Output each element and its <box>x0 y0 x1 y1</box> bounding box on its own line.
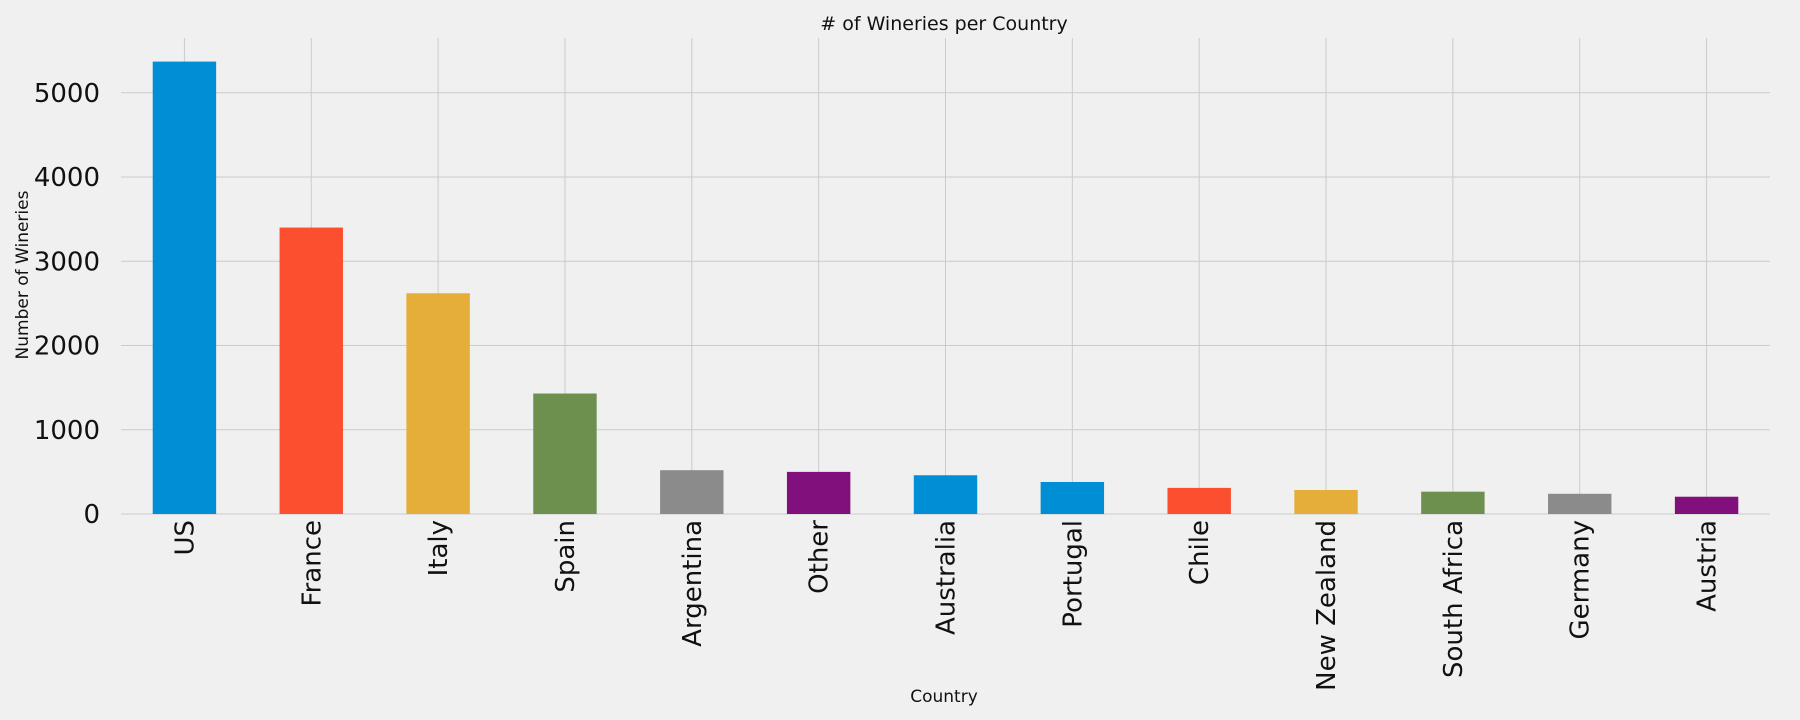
y-axis-label: Number of Wineries <box>13 190 33 359</box>
bar-austria <box>1674 496 1739 514</box>
x-tick-label: South Africa <box>1439 520 1469 678</box>
x-tick-label: Argentina <box>678 520 708 647</box>
y-tick-label: 1000 <box>34 416 100 446</box>
x-tick-label: US <box>170 520 200 556</box>
x-tick-label: Spain <box>551 520 581 593</box>
bar-new-zealand <box>1294 489 1358 514</box>
bars <box>152 61 1739 514</box>
bar-france <box>279 227 343 514</box>
bar-us <box>152 61 217 514</box>
y-tick-label: 3000 <box>34 247 100 277</box>
y-tick-label: 4000 <box>34 163 100 193</box>
x-tick-label: Germany <box>1566 520 1596 640</box>
y-tick-labels: 0 1000 2000 3000 4000 5000 <box>34 79 100 530</box>
x-axis-label: Country <box>910 687 978 707</box>
x-tick-label: Portugal <box>1058 520 1088 628</box>
x-gridlines <box>183 38 1708 514</box>
bar-chile <box>1167 487 1231 514</box>
x-tick-label: Other <box>805 520 835 594</box>
chart-title: # of Wineries per Country <box>820 13 1068 35</box>
bar-other <box>786 471 851 514</box>
x-tick-label: New Zealand <box>1312 520 1342 691</box>
x-tick-label: Australia <box>932 520 962 635</box>
x-tick-label: Chile <box>1185 520 1215 585</box>
x-tick-label: Austria <box>1693 520 1723 612</box>
y-tick-label: 5000 <box>34 79 100 109</box>
bar-germany <box>1548 493 1612 514</box>
bar-argentina <box>660 470 724 514</box>
y-tick-label: 2000 <box>34 332 100 362</box>
bar-australia <box>913 475 978 514</box>
x-tick-label: France <box>297 520 327 606</box>
x-tick-label: Italy <box>424 520 454 576</box>
bar-south-africa <box>1421 491 1485 514</box>
x-tick-labels: US France Italy Spain Argentina Other Australi… <box>170 520 1722 691</box>
bar-portugal <box>1040 481 1105 514</box>
y-tick-label: 0 <box>83 500 100 530</box>
bar-spain <box>533 393 597 514</box>
bar-italy <box>406 293 470 514</box>
